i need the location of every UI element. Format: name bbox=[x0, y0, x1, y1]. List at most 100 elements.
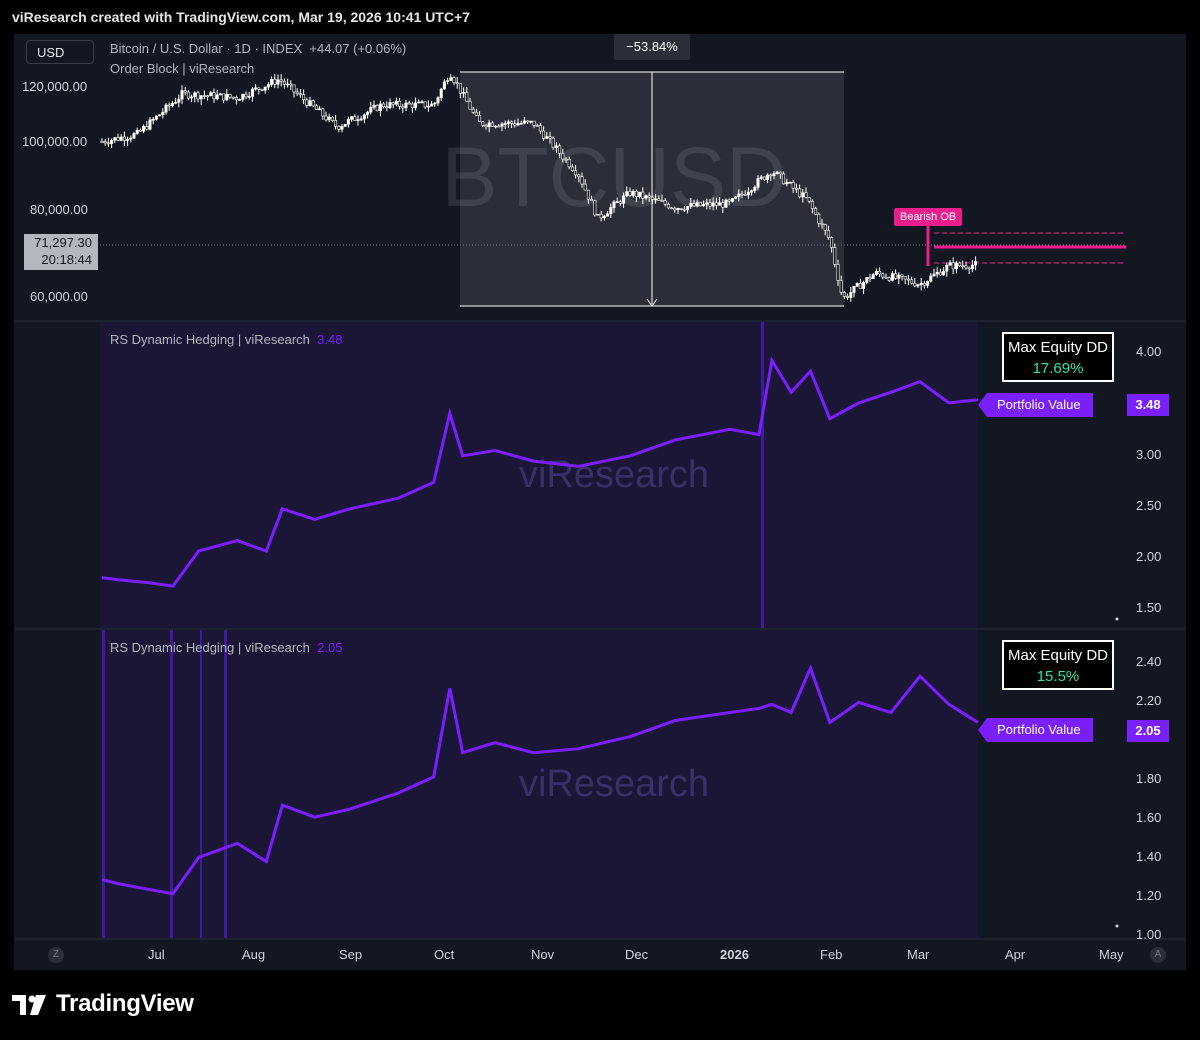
candle-body bbox=[596, 213, 600, 216]
candle-body bbox=[244, 93, 248, 98]
candle-body bbox=[593, 200, 597, 216]
pane2-title-row[interactable]: RS Dynamic Hedging | viResearch 2.05 bbox=[110, 640, 342, 655]
candle-body bbox=[497, 125, 501, 128]
candle-body bbox=[311, 100, 315, 107]
candle-body bbox=[327, 116, 331, 121]
candle-body bbox=[798, 188, 802, 198]
candle-body bbox=[631, 190, 635, 196]
candle-body bbox=[574, 170, 578, 176]
candle-body bbox=[132, 133, 136, 139]
pane1-tick: 1.50 bbox=[1136, 600, 1162, 615]
candle-body bbox=[426, 105, 430, 108]
candle-body bbox=[148, 119, 152, 130]
candle-body bbox=[609, 207, 613, 215]
order-block-indicator-title[interactable]: Order Block | viResearch bbox=[110, 61, 255, 76]
pane2-strategy-background bbox=[100, 630, 978, 938]
candle-body bbox=[314, 105, 318, 110]
candle-body bbox=[964, 265, 968, 269]
candle-body bbox=[970, 264, 974, 270]
candle-body bbox=[625, 191, 629, 197]
pane2-portfolio-line[interactable] bbox=[101, 664, 979, 896]
time-label: Oct bbox=[434, 947, 455, 962]
symbol-change: +44.07 (+0.06%) bbox=[309, 41, 407, 56]
candle-body bbox=[602, 215, 606, 219]
candle-body bbox=[302, 94, 306, 101]
candle-body bbox=[468, 101, 472, 110]
candle-body bbox=[263, 86, 267, 91]
candle-body bbox=[353, 116, 357, 121]
candle-body bbox=[570, 166, 574, 171]
candle-body bbox=[878, 271, 882, 275]
pane1-tick: 2.00 bbox=[1136, 549, 1162, 564]
candle-body bbox=[135, 129, 139, 134]
candle-body bbox=[369, 107, 373, 113]
candle-body bbox=[500, 123, 504, 127]
candle-body bbox=[535, 125, 539, 127]
candle-body bbox=[238, 99, 242, 101]
candle-body bbox=[586, 189, 590, 200]
countdown-timer: 20:18:44 bbox=[41, 252, 92, 267]
candle-body bbox=[730, 198, 734, 202]
candle-body bbox=[298, 93, 302, 96]
candle-body bbox=[510, 121, 514, 124]
candle-body bbox=[490, 122, 494, 127]
candle-body bbox=[503, 123, 507, 125]
candle-body bbox=[938, 271, 942, 276]
last-price-value: 71,297.30 bbox=[34, 235, 92, 250]
candle-body bbox=[167, 104, 171, 107]
candle-body bbox=[615, 201, 619, 203]
candle-body bbox=[145, 126, 149, 130]
candle-body bbox=[410, 103, 414, 109]
candle-body bbox=[612, 201, 616, 208]
pane1-title-row[interactable]: RS Dynamic Hedging | viResearch 3.48 bbox=[110, 332, 342, 347]
candle-body bbox=[548, 136, 552, 139]
candle-body bbox=[660, 200, 664, 202]
candle-body bbox=[945, 264, 949, 272]
pane2-max-dd-box: Max Equity DD 15.5% bbox=[1002, 640, 1114, 690]
candle-body bbox=[119, 136, 123, 141]
candle-body bbox=[215, 94, 219, 100]
candle-body bbox=[385, 106, 389, 109]
chart-svg[interactable]: BTCUSD viResearch viResearch bbox=[14, 34, 1186, 970]
currency-button[interactable]: USD bbox=[26, 40, 94, 64]
candle-body bbox=[590, 199, 594, 202]
candle-body bbox=[372, 105, 376, 108]
candle-body bbox=[465, 92, 469, 102]
candle-body bbox=[164, 104, 168, 113]
autoscale-toggle[interactable]: A bbox=[1150, 947, 1166, 963]
candle-body bbox=[644, 195, 648, 199]
price-candles[interactable] bbox=[100, 74, 978, 302]
candle-body bbox=[375, 105, 379, 111]
candle-body bbox=[689, 203, 693, 207]
candle-body bbox=[529, 120, 533, 123]
candle-body bbox=[746, 191, 750, 196]
candle-body bbox=[154, 115, 158, 120]
candle-body bbox=[526, 120, 530, 123]
drawdown-percent-label: −53.84% bbox=[614, 34, 690, 60]
candle-body bbox=[186, 91, 190, 99]
candle-body bbox=[420, 101, 424, 104]
chart-frame[interactable]: BTCUSD viResearch viResearch USD Bitcoin… bbox=[14, 34, 1186, 970]
candle-body bbox=[778, 171, 782, 175]
candle-body bbox=[257, 87, 261, 90]
timezone-toggle[interactable]: Z bbox=[48, 947, 64, 963]
candle-body bbox=[126, 138, 130, 141]
time-label: Jul bbox=[148, 947, 165, 962]
candle-body bbox=[698, 202, 702, 207]
pane1-portfolio-line[interactable] bbox=[101, 356, 979, 588]
pane1-dd-title: Max Equity DD bbox=[1007, 339, 1109, 356]
candle-body bbox=[225, 93, 229, 101]
candle-body bbox=[564, 158, 568, 161]
candle-body bbox=[718, 202, 722, 206]
candle-body bbox=[884, 276, 888, 279]
candle-body bbox=[270, 79, 274, 85]
candle-body bbox=[513, 123, 517, 126]
candle-body bbox=[791, 181, 795, 189]
header-title: viResearch created with TradingView.com,… bbox=[12, 9, 470, 25]
candle-body bbox=[903, 276, 907, 280]
candle-body bbox=[276, 79, 280, 85]
candle-body bbox=[727, 199, 731, 202]
candle-body bbox=[404, 102, 408, 109]
candle-body bbox=[737, 193, 741, 198]
candle-body bbox=[401, 105, 405, 109]
